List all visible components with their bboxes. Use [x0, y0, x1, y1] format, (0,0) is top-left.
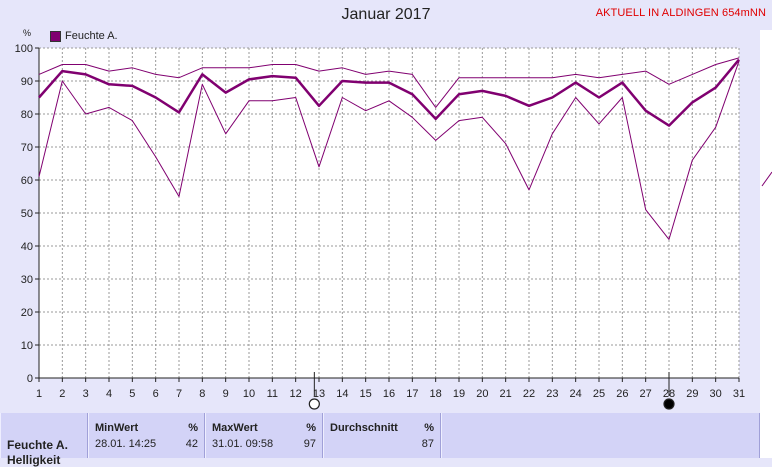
x-tick-label: 13 — [313, 388, 325, 400]
full-moon-icon — [308, 398, 320, 410]
stats-row-label: Feuchte A. — [7, 438, 68, 452]
y-tick-label: 90 — [21, 76, 33, 88]
x-tick-label: 5 — [129, 388, 135, 400]
series-line-max — [38, 57, 740, 108]
max-header: MaxWert — [212, 422, 258, 434]
avg-unit: % — [424, 422, 434, 434]
x-tick-label: 24 — [570, 388, 582, 400]
x-tick-label: 25 — [593, 388, 605, 400]
x-tick-label: 3 — [83, 388, 89, 400]
x-tick-label: 19 — [453, 388, 465, 400]
stats-max-cell: MaxWert % 31.01. 09:58 97 — [205, 413, 323, 458]
x-tick-label: 30 — [710, 388, 722, 400]
x-tick-label: 27 — [640, 388, 652, 400]
x-tick-label: 7 — [176, 388, 182, 400]
y-unit-label: % — [23, 28, 31, 38]
x-tick-label: 29 — [686, 388, 698, 400]
min-time: 28.01. 14:25 — [95, 438, 157, 450]
legend-swatch — [50, 30, 61, 42]
x-tick-label: 10 — [243, 388, 255, 400]
max-value: 97 — [303, 438, 316, 450]
stats-row-label-2: Helligkeit — [7, 453, 61, 467]
min-value: 42 — [185, 438, 198, 450]
min-header: MinWert — [95, 422, 139, 434]
avg-value: 87 — [421, 438, 434, 450]
x-tick-label: 8 — [199, 388, 205, 400]
x-tick-label: 14 — [336, 388, 348, 400]
x-tick-label: 6 — [153, 388, 159, 400]
x-tick-label: 18 — [430, 388, 442, 400]
side-panel-trace — [761, 171, 772, 187]
x-tick-label: 15 — [360, 388, 372, 400]
legend: Feuchte A. — [50, 30, 118, 42]
y-tick-label: 50 — [21, 208, 33, 220]
max-unit: % — [306, 422, 316, 434]
y-tick-label: 30 — [21, 274, 33, 286]
stats-avg-cell: Durchschnitt % 87 — [323, 413, 441, 458]
y-tick-label: 60 — [21, 175, 33, 187]
x-tick-label: 23 — [546, 388, 558, 400]
x-tick-label: 21 — [500, 388, 512, 400]
max-time: 31.01. 09:58 — [212, 438, 274, 450]
x-tick-label: 22 — [523, 388, 535, 400]
legend-label: Feuchte A. — [65, 30, 118, 42]
x-tick-label: 4 — [106, 388, 112, 400]
y-tick-label: 80 — [21, 109, 33, 121]
x-tick-label: 1 — [36, 388, 42, 400]
x-tick-label: 2 — [59, 388, 65, 400]
stats-min-cell: MinWert % 28.01. 14:25 42 — [88, 413, 205, 458]
avg-header: Durchschnitt — [330, 422, 398, 434]
x-tick-label: 26 — [616, 388, 628, 400]
stats-empty-cell — [441, 413, 760, 458]
series-line-min — [38, 61, 740, 240]
chart-title: Januar 2017 — [341, 6, 431, 23]
station-label: AKTUELL IN ALDINGEN 654mNN — [595, 7, 766, 19]
x-tick-label: 31 — [733, 388, 745, 400]
y-tick-label: 0 — [27, 373, 33, 385]
series-line-avg — [38, 58, 740, 127]
min-unit: % — [188, 422, 198, 434]
y-tick-label: 10 — [21, 340, 33, 352]
x-tick-label: 17 — [406, 388, 418, 400]
y-tick-label: 40 — [21, 241, 33, 253]
new-moon-icon — [663, 398, 675, 410]
x-tick-label: 12 — [290, 388, 302, 400]
side-panel-strip — [760, 30, 772, 458]
x-tick-label: 16 — [383, 388, 395, 400]
x-tick-label: 11 — [267, 388, 278, 400]
y-tick-label: 20 — [21, 307, 33, 319]
y-tick-label: 100 — [15, 43, 33, 55]
stats-row-header: Feuchte A. Helligkeit — [0, 413, 88, 467]
x-tick-label: 20 — [476, 388, 488, 400]
x-tick-label: 9 — [223, 388, 229, 400]
stats-table: Feuchte A. Helligkeit MinWert % 28.01. 1… — [0, 413, 760, 467]
y-tick-label: 70 — [21, 142, 33, 154]
